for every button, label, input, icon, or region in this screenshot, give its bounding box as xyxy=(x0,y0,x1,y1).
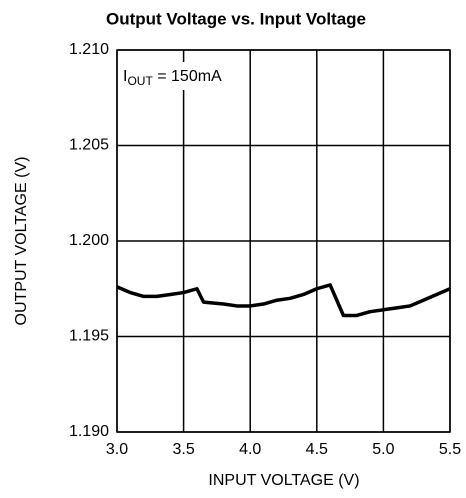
y-tick-label: 1.195 xyxy=(69,328,109,345)
x-tick-label: 5.0 xyxy=(372,441,394,458)
x-axis-label: INPUT VOLTAGE (V) xyxy=(208,472,359,489)
plot-frame xyxy=(116,49,451,433)
x-tick-label: 4.5 xyxy=(306,441,328,458)
annotation: IOUT = 150mA xyxy=(123,68,222,88)
x-tick-label: 5.5 xyxy=(439,441,461,458)
x-tick-label: 3.5 xyxy=(172,441,194,458)
chart-title: Output Voltage vs. Input Voltage xyxy=(106,9,366,28)
data-line xyxy=(116,283,451,318)
y-tick-label: 1.200 xyxy=(69,232,109,249)
x-tick-label: 4.0 xyxy=(239,441,261,458)
y-axis-label: OUTPUT VOLTAGE (V) xyxy=(13,157,30,326)
y-tick-label: 1.205 xyxy=(69,137,109,154)
annotation-background xyxy=(119,62,237,90)
annotation-rest: = 150mA xyxy=(153,68,222,85)
annotation-main: I xyxy=(123,68,127,85)
y-tick-label: 1.190 xyxy=(69,423,109,440)
annotation-sub: OUT xyxy=(127,74,153,88)
y-tick-label: 1.210 xyxy=(69,41,109,58)
x-tick-label: 3.0 xyxy=(106,441,128,458)
